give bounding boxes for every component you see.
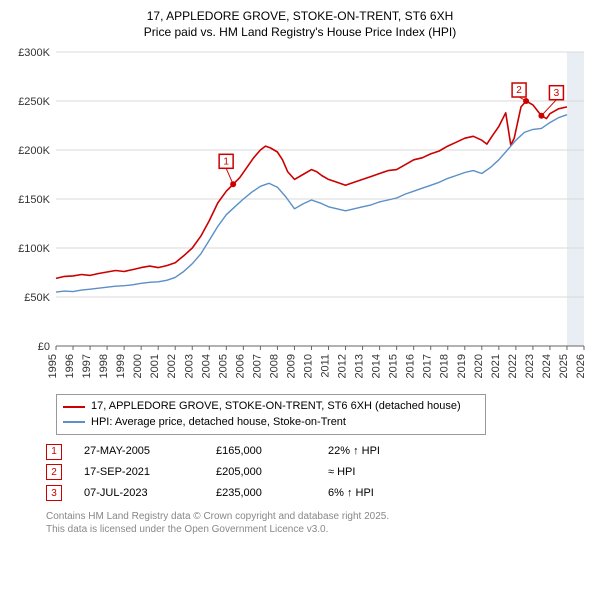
svg-text:2011: 2011 bbox=[320, 354, 332, 378]
row-hpi-relation: 22% ↑ HPI bbox=[328, 441, 418, 462]
svg-text:2006: 2006 bbox=[234, 354, 246, 378]
svg-text:2003: 2003 bbox=[183, 354, 195, 378]
price-chart: £0 £50K £100K £150K £200K £250K £300K 1995 1996 1… bbox=[10, 46, 590, 386]
svg-text:£50K: £50K bbox=[24, 292, 50, 304]
svg-text:£300K: £300K bbox=[18, 47, 50, 59]
svg-text:2008: 2008 bbox=[268, 354, 280, 378]
chart-legend: 17, APPLEDORE GROVE, STOKE-ON-TRENT, ST6… bbox=[56, 394, 486, 435]
svg-text:1997: 1997 bbox=[81, 354, 93, 378]
svg-text:2009: 2009 bbox=[285, 354, 297, 378]
row-date: 27-MAY-2005 bbox=[84, 441, 194, 462]
table-row: 1 27-MAY-2005 £165,000 22% ↑ HPI bbox=[46, 441, 590, 462]
row-marker: 2 bbox=[46, 464, 62, 480]
legend-label: 17, APPLEDORE GROVE, STOKE-ON-TRENT, ST6… bbox=[91, 399, 461, 414]
attribution-footer: Contains HM Land Registry data © Crown c… bbox=[46, 510, 590, 537]
svg-text:£100K: £100K bbox=[18, 243, 50, 255]
svg-text:2013: 2013 bbox=[354, 354, 366, 378]
svg-text:£200K: £200K bbox=[18, 145, 50, 157]
svg-text:2001: 2001 bbox=[149, 354, 161, 378]
svg-text:2020: 2020 bbox=[473, 354, 485, 378]
svg-text:2019: 2019 bbox=[456, 354, 468, 378]
svg-text:2022: 2022 bbox=[507, 354, 519, 378]
svg-text:1999: 1999 bbox=[115, 354, 127, 378]
svg-text:2002: 2002 bbox=[166, 354, 178, 378]
transaction-table: 1 27-MAY-2005 £165,000 22% ↑ HPI 2 17-SE… bbox=[46, 441, 590, 504]
legend-label: HPI: Average price, detached house, Stok… bbox=[91, 415, 346, 430]
row-price: £235,000 bbox=[216, 483, 306, 504]
chart-title: 17, APPLEDORE GROVE, STOKE-ON-TRENT, ST6… bbox=[10, 8, 590, 40]
title-line-1: 17, APPLEDORE GROVE, STOKE-ON-TRENT, ST6… bbox=[10, 8, 590, 24]
footer-line-2: This data is licensed under the Open Gov… bbox=[46, 523, 590, 537]
svg-text:1: 1 bbox=[223, 157, 229, 168]
svg-text:2025: 2025 bbox=[558, 354, 570, 378]
svg-text:2010: 2010 bbox=[302, 354, 314, 378]
row-price: £205,000 bbox=[216, 462, 306, 483]
svg-text:2023: 2023 bbox=[524, 354, 536, 378]
row-price: £165,000 bbox=[216, 441, 306, 462]
svg-text:2014: 2014 bbox=[371, 354, 383, 378]
svg-text:2000: 2000 bbox=[132, 354, 144, 378]
row-hpi-relation: ≈ HPI bbox=[328, 462, 418, 483]
svg-text:2024: 2024 bbox=[541, 354, 553, 378]
legend-swatch bbox=[63, 421, 85, 423]
svg-text:£0: £0 bbox=[38, 341, 50, 353]
svg-text:2026: 2026 bbox=[575, 354, 587, 378]
svg-text:£150K: £150K bbox=[18, 194, 50, 206]
svg-text:2007: 2007 bbox=[251, 354, 263, 378]
svg-text:2: 2 bbox=[516, 86, 522, 97]
legend-swatch bbox=[63, 406, 85, 408]
row-marker: 1 bbox=[46, 444, 62, 460]
svg-text:1995: 1995 bbox=[47, 354, 59, 378]
chart-svg: £0 £50K £100K £150K £200K £250K £300K 1995 1996 1… bbox=[10, 46, 590, 386]
table-row: 2 17-SEP-2021 £205,000 ≈ HPI bbox=[46, 462, 590, 483]
svg-text:2004: 2004 bbox=[200, 354, 212, 378]
svg-text:2018: 2018 bbox=[439, 354, 451, 378]
row-date: 07-JUL-2023 bbox=[84, 483, 194, 504]
legend-item: 17, APPLEDORE GROVE, STOKE-ON-TRENT, ST6… bbox=[63, 399, 479, 414]
svg-text:2015: 2015 bbox=[388, 354, 400, 378]
footer-line-1: Contains HM Land Registry data © Crown c… bbox=[46, 510, 590, 524]
row-date: 17-SEP-2021 bbox=[84, 462, 194, 483]
svg-text:2012: 2012 bbox=[337, 354, 349, 378]
svg-text:3: 3 bbox=[554, 88, 560, 99]
svg-text:£250K: £250K bbox=[18, 96, 50, 108]
svg-text:1998: 1998 bbox=[98, 354, 110, 378]
table-row: 3 07-JUL-2023 £235,000 6% ↑ HPI bbox=[46, 483, 590, 504]
svg-text:2021: 2021 bbox=[490, 354, 502, 378]
row-marker: 3 bbox=[46, 485, 62, 501]
svg-text:2017: 2017 bbox=[422, 354, 434, 378]
row-hpi-relation: 6% ↑ HPI bbox=[328, 483, 418, 504]
svg-text:2005: 2005 bbox=[217, 354, 229, 378]
svg-text:2016: 2016 bbox=[405, 354, 417, 378]
svg-text:1996: 1996 bbox=[64, 354, 76, 378]
title-line-2: Price paid vs. HM Land Registry's House … bbox=[10, 24, 590, 40]
legend-item: HPI: Average price, detached house, Stok… bbox=[63, 415, 479, 430]
